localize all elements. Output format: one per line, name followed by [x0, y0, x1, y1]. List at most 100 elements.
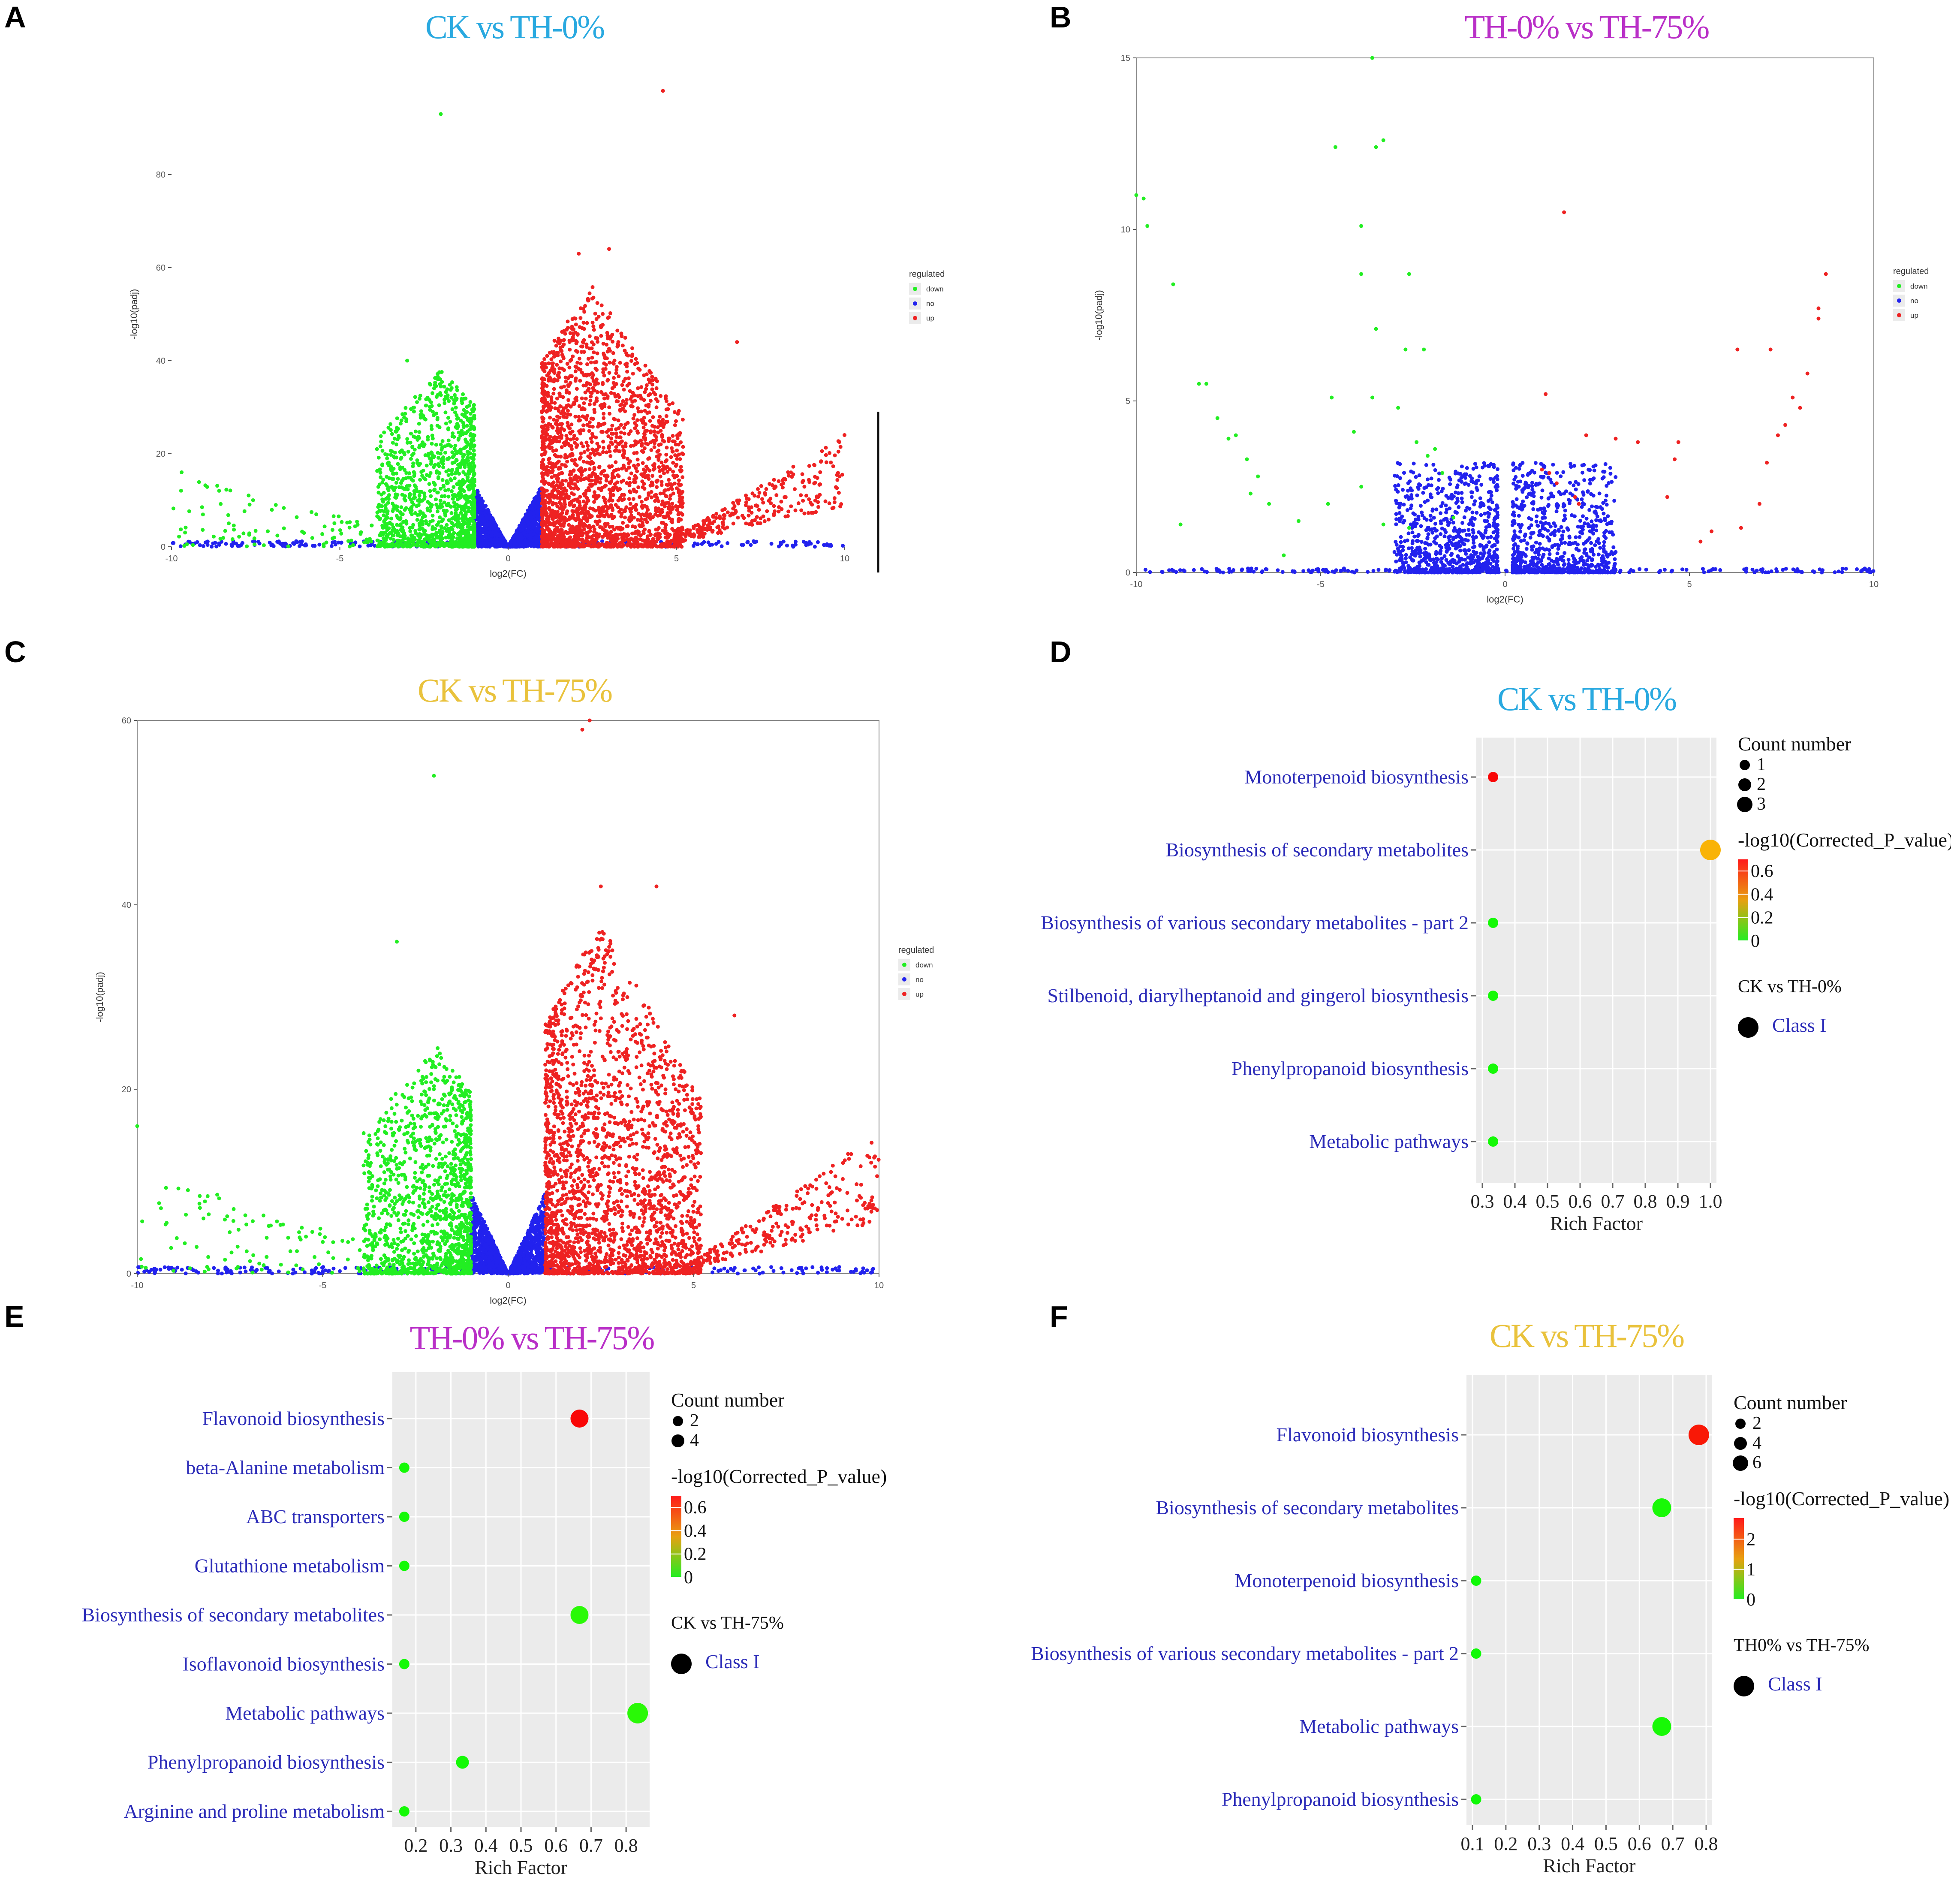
- point-up: [548, 435, 552, 439]
- point-no: [525, 541, 529, 545]
- point-up: [663, 488, 667, 492]
- point-down: [424, 521, 428, 525]
- point-no: [481, 541, 485, 545]
- point-down: [433, 527, 437, 531]
- point-up: [577, 419, 581, 423]
- point-down: [253, 529, 258, 533]
- point-down: [412, 448, 417, 452]
- point-no: [530, 507, 535, 512]
- point-down: [391, 440, 395, 445]
- point-up: [546, 393, 550, 397]
- point-up: [642, 467, 646, 472]
- point-down: [177, 534, 181, 539]
- point-no: [515, 531, 519, 536]
- point-up: [660, 422, 665, 427]
- point-no: [521, 517, 525, 521]
- point-no: [236, 544, 240, 548]
- point-up: [568, 331, 572, 335]
- point-up: [555, 378, 560, 383]
- point-up: [605, 394, 610, 398]
- point-down: [449, 388, 453, 392]
- point-up: [630, 346, 634, 350]
- point-down: [247, 493, 251, 497]
- point-no: [816, 540, 820, 544]
- point-up: [585, 362, 589, 366]
- point-down: [394, 514, 399, 518]
- point-up: [598, 543, 602, 548]
- point-up: [613, 449, 617, 453]
- point-down: [430, 442, 434, 446]
- point-up: [575, 387, 579, 391]
- point-no: [794, 539, 798, 544]
- point-down: [408, 539, 412, 543]
- point-up: [635, 418, 639, 422]
- point-up: [614, 435, 619, 439]
- point-up: [665, 419, 669, 424]
- point-down: [184, 525, 188, 530]
- point-down: [428, 474, 432, 478]
- point-up: [570, 509, 575, 513]
- point-down: [405, 441, 409, 445]
- point-down: [332, 521, 337, 525]
- point-down: [443, 410, 448, 415]
- point-down: [468, 470, 472, 474]
- point-down: [422, 416, 427, 421]
- point-up: [667, 402, 671, 407]
- point-up: [552, 371, 557, 375]
- point-up: [627, 466, 631, 470]
- point-down: [331, 536, 335, 540]
- point-no: [486, 521, 491, 526]
- point-down: [471, 452, 476, 457]
- point-down: [275, 533, 280, 538]
- point-down: [436, 455, 440, 460]
- point-down: [462, 408, 466, 412]
- point-no: [281, 542, 285, 547]
- point-up: [622, 388, 626, 392]
- point-no: [489, 532, 494, 536]
- point-no: [481, 516, 485, 520]
- point-down: [443, 451, 447, 455]
- point-no: [478, 497, 482, 501]
- point-down: [455, 467, 459, 471]
- point-up: [618, 435, 623, 440]
- point-up: [564, 489, 569, 493]
- point-down: [461, 544, 465, 548]
- point-down: [471, 406, 476, 410]
- point-down: [472, 479, 476, 484]
- point-down: [348, 544, 352, 548]
- panel-label-b: B: [1050, 0, 1072, 34]
- point-no: [369, 543, 373, 547]
- point-up: [556, 476, 560, 481]
- point-down: [215, 484, 220, 488]
- point-up: [576, 475, 581, 479]
- point-down: [464, 415, 468, 419]
- point-up: [656, 514, 660, 518]
- point-no: [295, 540, 299, 544]
- point-no: [536, 497, 540, 501]
- point-down: [433, 380, 437, 385]
- point-down: [425, 533, 428, 537]
- point-down: [452, 460, 457, 464]
- point-up: [649, 490, 653, 494]
- point-up: [550, 475, 554, 479]
- point-up: [628, 509, 632, 513]
- point-up: [589, 360, 593, 365]
- point-no: [497, 532, 501, 536]
- point-up: [643, 409, 647, 413]
- point-down: [424, 404, 428, 408]
- point-up: [605, 541, 609, 545]
- point-down: [417, 436, 421, 440]
- point-up: [590, 447, 594, 452]
- point-down: [472, 532, 476, 536]
- point-no: [710, 542, 714, 547]
- point-down: [471, 409, 476, 413]
- point-down: [417, 494, 422, 498]
- point-down: [457, 479, 461, 484]
- point-up: [588, 398, 593, 403]
- point-no: [535, 530, 539, 534]
- point-down: [415, 543, 419, 548]
- point-down: [440, 380, 444, 384]
- point-down: [406, 536, 410, 540]
- point-down: [409, 533, 413, 538]
- point-up: [659, 483, 664, 487]
